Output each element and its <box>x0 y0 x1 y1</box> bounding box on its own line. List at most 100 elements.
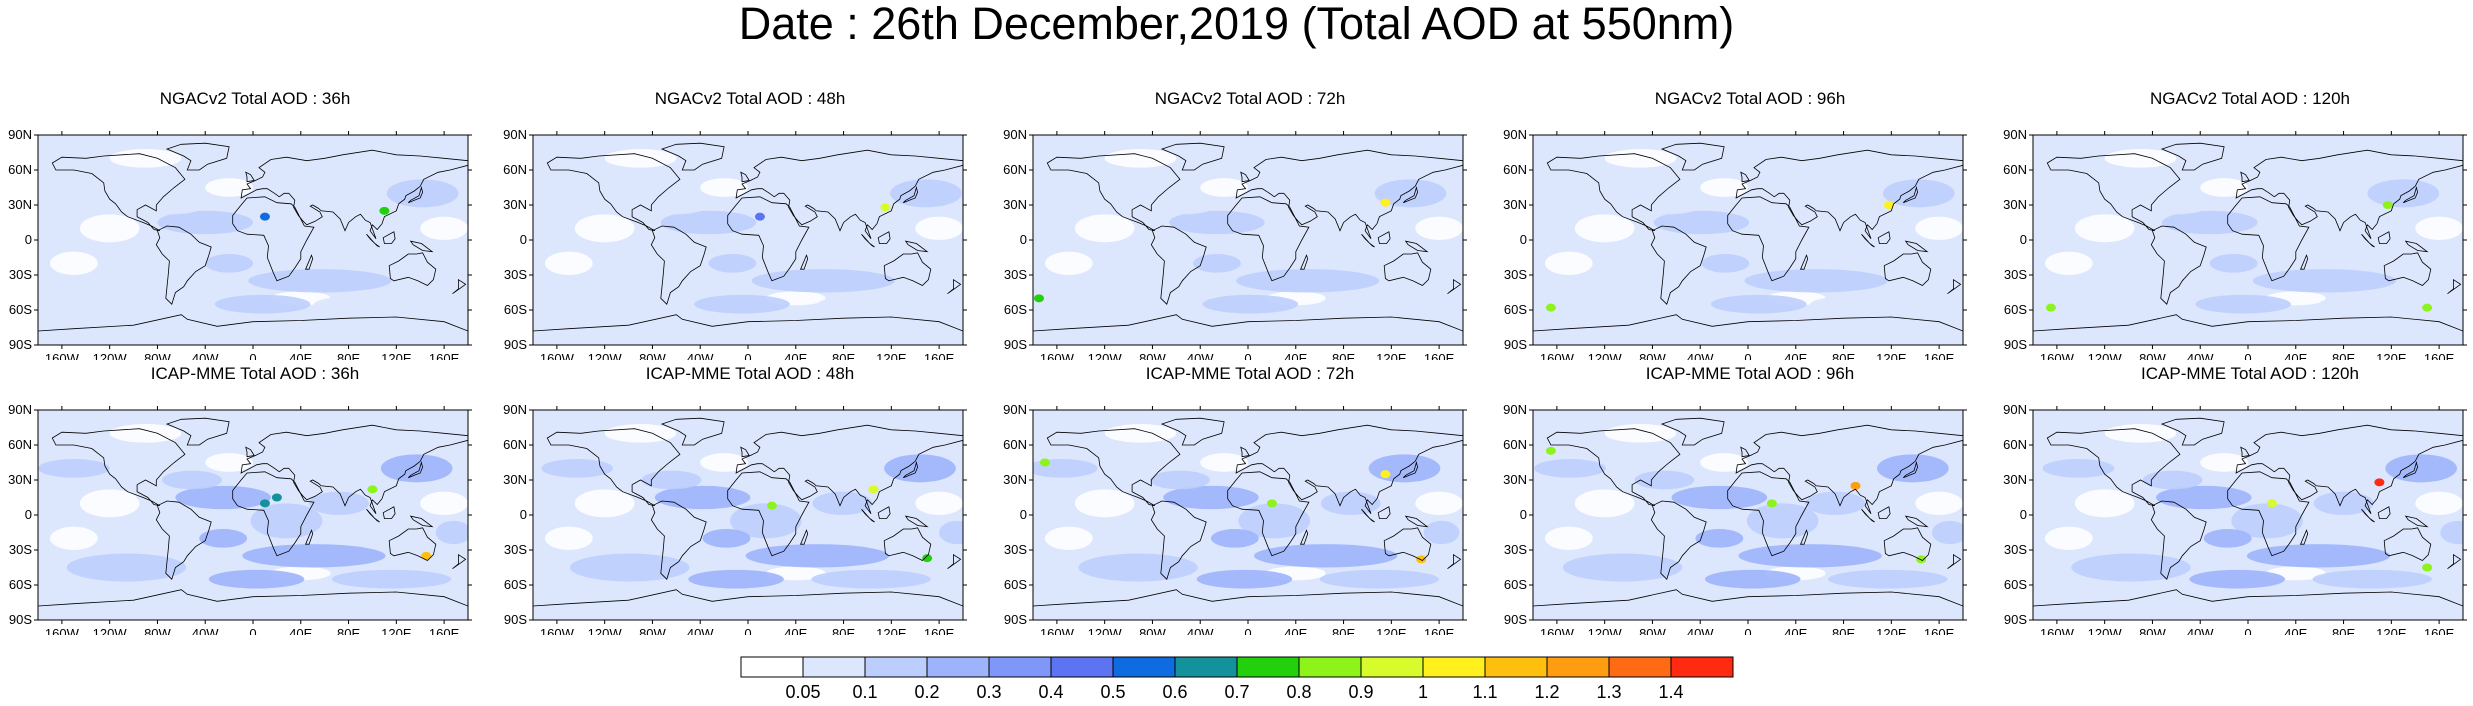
coastline <box>388 527 437 561</box>
coastline <box>165 417 230 446</box>
aod-patch <box>1429 245 1463 270</box>
lat-label: 90N <box>2003 127 2027 142</box>
coastline <box>735 424 963 515</box>
colorbar-box <box>1546 656 1610 678</box>
coastline <box>2033 314 2463 345</box>
lat-label: 90S <box>504 612 527 627</box>
coastline <box>883 252 932 286</box>
lon-label: 160W <box>1540 626 1575 635</box>
low-aod-patch <box>574 214 635 243</box>
aod-patch <box>1640 195 1701 215</box>
coastline <box>1240 171 1250 183</box>
aod-hotspot <box>1039 458 1050 467</box>
colorbar-label: 0.6 <box>1162 682 1187 701</box>
aod-patch <box>1710 294 1807 314</box>
coastline <box>1947 278 1962 295</box>
coastline <box>2404 240 2429 253</box>
aod-hotspot <box>2045 303 2056 312</box>
coastline <box>2447 278 2462 295</box>
lon-label: 120E <box>2376 351 2407 360</box>
lat-label: 60S <box>504 577 527 592</box>
coastline <box>1546 153 1681 232</box>
coastline <box>51 153 186 232</box>
lon-label: 40E <box>289 351 312 360</box>
coastline <box>1799 529 1809 545</box>
lat-label: 0 <box>520 232 527 247</box>
aod-hotspot <box>880 203 891 212</box>
lat-label: 90S <box>2004 612 2027 627</box>
world-map: 90N 60N 30N 0 30S 60S 90S 160W 120W 80W 40W 0 40E 80E… <box>503 402 967 635</box>
coastline <box>409 240 434 253</box>
aod-patch <box>1325 294 1446 314</box>
aod-hotspot <box>367 485 378 494</box>
aod-patch <box>1423 520 1460 545</box>
low-aod-patch <box>1074 214 1135 243</box>
coastline <box>947 278 962 295</box>
colorbar-box <box>1608 656 1672 678</box>
aod-patch <box>2162 210 2258 235</box>
coastline <box>2227 196 2310 282</box>
aod-hotspot <box>922 554 933 563</box>
colorbar-box <box>1360 656 1424 678</box>
coastline <box>1903 460 1919 479</box>
coastline <box>2046 428 2181 507</box>
low-aod-patch <box>1544 251 1593 275</box>
aod-patch <box>1562 553 1683 582</box>
lat-label: 30S <box>2004 267 2027 282</box>
aod-patch <box>660 210 757 235</box>
low-aod-patch <box>700 453 748 472</box>
aod-patch <box>1196 569 1293 589</box>
lat-label: 60N <box>1503 162 1527 177</box>
lat-label: 90S <box>9 337 32 352</box>
lon-label: 160E <box>924 351 955 360</box>
world-map: 90N 60N 30N 0 30S 60S 90S 160W 120W 80W 40W 0 40E 80E… <box>2003 402 2467 635</box>
coastline <box>1947 553 1962 570</box>
coastline <box>799 254 809 270</box>
low-aod-patch <box>1104 424 1177 443</box>
map-panel: NGACv2 Total AOD : 72h 90N 60N 30N 0 30S 60S 90… <box>995 90 1495 360</box>
world-map: 90N 60N 30N 0 30S 60S 90S 160W 120W 80W 40W 0 40E 80E… <box>8 127 472 360</box>
lat-label: 60S <box>2004 577 2027 592</box>
lat-label: 30S <box>504 267 527 282</box>
aod-patch <box>1150 470 1210 490</box>
panel-title: ICAP-MME Total AOD : 48h <box>645 364 855 383</box>
coastline <box>1033 314 1463 345</box>
coastline <box>1533 314 1963 345</box>
coastline <box>2377 231 2391 244</box>
coastline <box>1861 508 1875 523</box>
low-aod-patch <box>2415 216 2463 240</box>
panel-title: ICAP-MME Total AOD : 96h <box>1645 364 1855 383</box>
lat-label: 30N <box>503 197 527 212</box>
low-aod-patch <box>1604 424 1677 443</box>
panel-title: NGACv2 Total AOD : 36h <box>159 89 351 108</box>
coastline <box>1227 471 1310 557</box>
aod-patch <box>66 553 187 582</box>
low-aod-patch <box>544 526 593 550</box>
aod-patch <box>1568 278 1689 307</box>
coastline <box>1150 500 1207 580</box>
coastline <box>2361 233 2375 248</box>
map-panel: NGACv2 Total AOD : 120h 90N 60N 30N 0 30S 60S 9… <box>1995 90 2473 360</box>
low-aod-patch <box>2074 214 2135 243</box>
aod-patch <box>2156 485 2252 510</box>
coastline <box>861 508 875 523</box>
lat-label: 90S <box>1504 612 1527 627</box>
aod-hotspot <box>1766 499 1777 508</box>
lon-label: 80E <box>2332 351 2355 360</box>
lon-label: 120W <box>93 351 128 360</box>
aod-hotspot <box>1850 481 1861 490</box>
aod-patch <box>2142 470 2203 490</box>
lon-label: 160E <box>1424 351 1455 360</box>
coastline <box>1383 252 1432 286</box>
lat-label: 90S <box>1004 337 1027 352</box>
coastline <box>51 428 186 507</box>
low-aod-patch <box>1200 178 1248 197</box>
low-aod-patch <box>2104 149 2177 168</box>
low-aod-patch <box>2415 491 2463 515</box>
low-aod-patch <box>49 251 98 275</box>
aod-patch <box>1701 254 1750 273</box>
low-aod-patch <box>1915 216 1963 240</box>
lon-label: 80W <box>2139 351 2166 360</box>
coastline <box>650 225 707 305</box>
lon-label: 80W <box>1139 351 1166 360</box>
